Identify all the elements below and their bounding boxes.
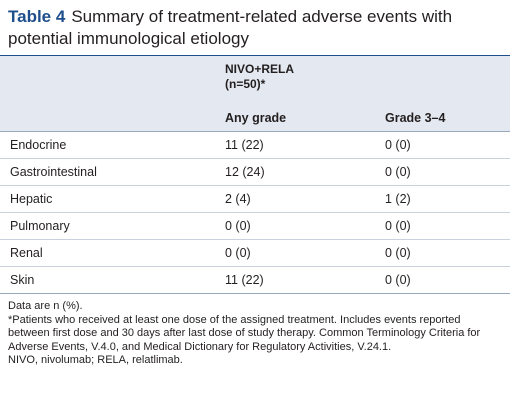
cell: 2 (4) <box>225 192 251 206</box>
cell: 1 (2) <box>385 192 411 206</box>
cell: 0 (0) <box>385 138 411 152</box>
cell: 12 (24) <box>225 165 265 179</box>
row-label: Hepatic <box>10 192 53 206</box>
row-label: Renal <box>10 246 43 260</box>
row-label: Pulmonary <box>10 219 70 233</box>
cell: 0 (0) <box>385 273 411 287</box>
cell: 0 (0) <box>225 219 251 233</box>
table-title: Table 4 Summary of treatment-related adve… <box>8 6 506 50</box>
row-label: Gastrointestinal <box>10 165 97 179</box>
column-header: Any grade <box>225 111 287 125</box>
cell: 11 (22) <box>225 138 264 152</box>
cell: 0 (0) <box>385 219 411 233</box>
cell: 0 (0) <box>225 246 251 260</box>
row-label: Skin <box>10 273 35 287</box>
cell: 11 (22) <box>225 273 264 287</box>
table-row: Gastrointestinal 12 (24) 0 (0) <box>0 158 510 185</box>
table-row: Endocrine 11 (22) 0 (0) <box>0 132 510 158</box>
table-label: Table 4 <box>8 7 66 26</box>
table-header: NIVO+RELA (n=50)* Any grade Grade 3–4 <box>0 56 510 132</box>
table-row: Skin 11 (22) 0 (0) <box>0 266 510 293</box>
cell: 0 (0) <box>385 246 411 260</box>
note: *Patients who received at least one dose… <box>8 313 481 353</box>
row-label: Endocrine <box>10 138 67 152</box>
title-text: Summary of treatment-related adverse eve… <box>8 7 453 48</box>
note: NIVO, nivolumab; RELA, relatlimab. <box>8 354 183 366</box>
group-header: NIVO+RELA (n=50)* <box>225 62 294 91</box>
table: NIVO+RELA (n=50)* Any grade Grade 3–4 En… <box>0 55 510 294</box>
cell: 0 (0) <box>385 165 411 179</box>
note: Data are n (%). <box>8 300 83 312</box>
table-row: Hepatic 2 (4) 1 (2) <box>0 185 510 212</box>
column-header: Grade 3–4 <box>385 111 446 125</box>
notes: Data are n (%). *Patients who received at… <box>8 300 503 368</box>
table-body: Endocrine 11 (22) 0 (0) Gastrointestinal 12 … <box>0 132 510 293</box>
table-row: Pulmonary 0 (0) 0 (0) <box>0 212 510 239</box>
table-row: Renal 0 (0) 0 (0) <box>0 239 510 266</box>
